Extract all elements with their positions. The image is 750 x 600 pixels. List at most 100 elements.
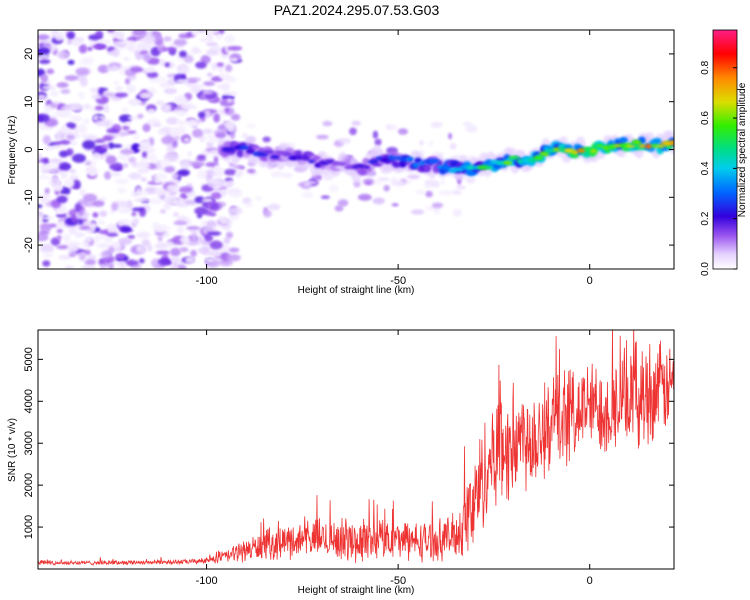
spectrogram-noise-blob [219,73,231,80]
spectrogram-noise-blob [130,46,136,52]
spectrogram-noise-blob [419,140,424,145]
colorbar-gradient [712,29,738,270]
spectrogram-noise-blob [104,236,113,243]
snr-y-tick-label: 3000 [23,431,35,455]
spectrogram-noise-blob [194,196,205,204]
spectrogram-noise-blob [177,169,190,177]
spectrogram-noise-blob [202,128,214,134]
spectrogram-noise-blob [334,205,344,212]
spectrogram-noise-blob [56,195,68,204]
spectrogram-noise-blob [99,196,107,202]
spectrogram-noise-blob [229,57,239,62]
spectrogram-noise-blob [191,46,199,52]
spectrogram-noise-blob [160,76,167,84]
spectrogram-noise-blob [39,54,50,59]
spectrogram-noise-blob [137,168,150,174]
spectrogram-noise-blob [212,185,221,190]
spectrogram-noise-blob [205,41,219,47]
spectrogram-noise-blob [136,231,151,239]
snr-x-axis-label: Height of straight line (km) [298,585,415,596]
spectrogram-noise-blob [465,124,478,133]
spectrogram-noise-blob [143,53,151,62]
spectrogram-noise-blob [449,142,457,150]
spectrogram-noise-blob [78,44,88,54]
spectrogram-noise-blob [40,195,48,205]
spectrogram-noise-blob [103,171,112,180]
spectrogram-noise-blob [94,105,104,111]
spectrogram-noise-blob [97,64,110,74]
spectrogram-noise-blob [201,198,213,203]
spectrogram-noise-blob [114,92,129,98]
spectrogram-ridge-peak [363,165,371,169]
spectrogram-noise-blob [38,175,52,180]
spectrogram-noise-blob [155,100,165,106]
spectrogram-noise-blob [83,103,91,110]
spectrogram-noise-blob [205,49,218,56]
colorbar: 0.0 0.2 0.4 0.6 0.8 Normalized spectral ampl… [700,29,748,276]
snr-x-tick-label: -50 [390,575,406,587]
snr-y-tick-label: 1000 [23,515,35,539]
spectrogram-noise-blob [73,231,85,238]
spectrogram-noise-blob [128,172,142,180]
spectrogram-noise-blob [42,85,57,90]
spectrogram-noise-blob [176,78,190,84]
spectrogram-y-axis: -20 -10 0 10 20 [23,48,674,253]
spectrogram-noise-blob [64,75,79,81]
spectrogram-noise-blob [97,38,112,45]
spectrogram-noise-blob [391,203,399,207]
spectrogram-noise-blob [128,98,142,106]
snr-x-tick-label: -100 [196,575,218,587]
spectrogram-noise-blob [87,46,93,52]
spectrogram-noise-blob [120,225,132,233]
spectrogram-noise-blob [173,95,188,105]
spectrogram-noise-blob [206,72,213,77]
spectrogram-noise-blob [195,61,207,69]
spectrogram-ridge-peak [281,151,293,157]
spectrogram-noise-blob [164,166,175,173]
spectrogram-y-tick-label: -20 [23,237,35,253]
spectrogram-noise-blob [246,123,257,129]
spectrogram-noise-blob [38,234,46,240]
spectrogram-ridge-peak [631,139,642,145]
spectrogram-noise-blob [159,58,166,67]
spectrogram-noise-blob [229,191,243,198]
spectrogram-noise-blob [42,216,55,221]
spectrogram-noise-blob [397,128,409,135]
spectrogram-noise-blob [206,174,213,179]
spectrogram-noise-blob [66,39,73,45]
spectrogram-ridge-peak [379,157,391,163]
spectrogram-noise-blob [56,229,63,233]
spectrogram-noise-blob [68,227,77,235]
spectrogram-noise-blob [147,244,153,252]
spectrogram-noise-blob [136,161,151,170]
spectrogram-noise-blob [74,202,82,212]
spectrogram-ridge-peak [539,151,550,157]
spectrogram-noise-blob [60,88,71,95]
snr-frame [37,329,675,570]
colorbar-tick-label: 0.8 [700,60,711,74]
snr-y-axis: 1000 2000 3000 4000 5000 [23,347,674,539]
spectrogram-noise-blob [122,125,130,131]
snr-x-tick-label: 0 [587,575,593,587]
spectrogram-noise-blob [204,234,214,242]
spectrogram-noise-blob [143,34,156,45]
spectrogram-noise-blob [54,31,65,42]
spectrogram-noise-blob [146,71,159,79]
spectrogram-noise-blob [365,180,372,185]
spectrogram-noise-blob [157,234,163,242]
spectrogram-noise-blob [38,204,43,208]
spectrogram-noise-blob [137,145,148,151]
spectrogram-noise-blob [320,195,330,200]
spectrogram-noise-blob [72,40,82,46]
spectrogram-x-axis-label: Height of straight line (km) [298,285,415,296]
spectrogram-noise-blob [255,195,263,202]
spectrogram-noise-blob [221,82,231,92]
spectrogram-noise-blob [39,243,55,254]
spectrogram-noise-blob [169,127,182,137]
spectrogram-noise-blob [114,178,129,185]
spectrogram-noise-blob [38,152,42,162]
spectrogram-x-tick-label: 0 [587,275,593,287]
spectrogram-noise-blob [79,188,86,197]
spectrogram-noise-blob [65,122,77,130]
spectrogram-noise-blob [38,94,47,100]
